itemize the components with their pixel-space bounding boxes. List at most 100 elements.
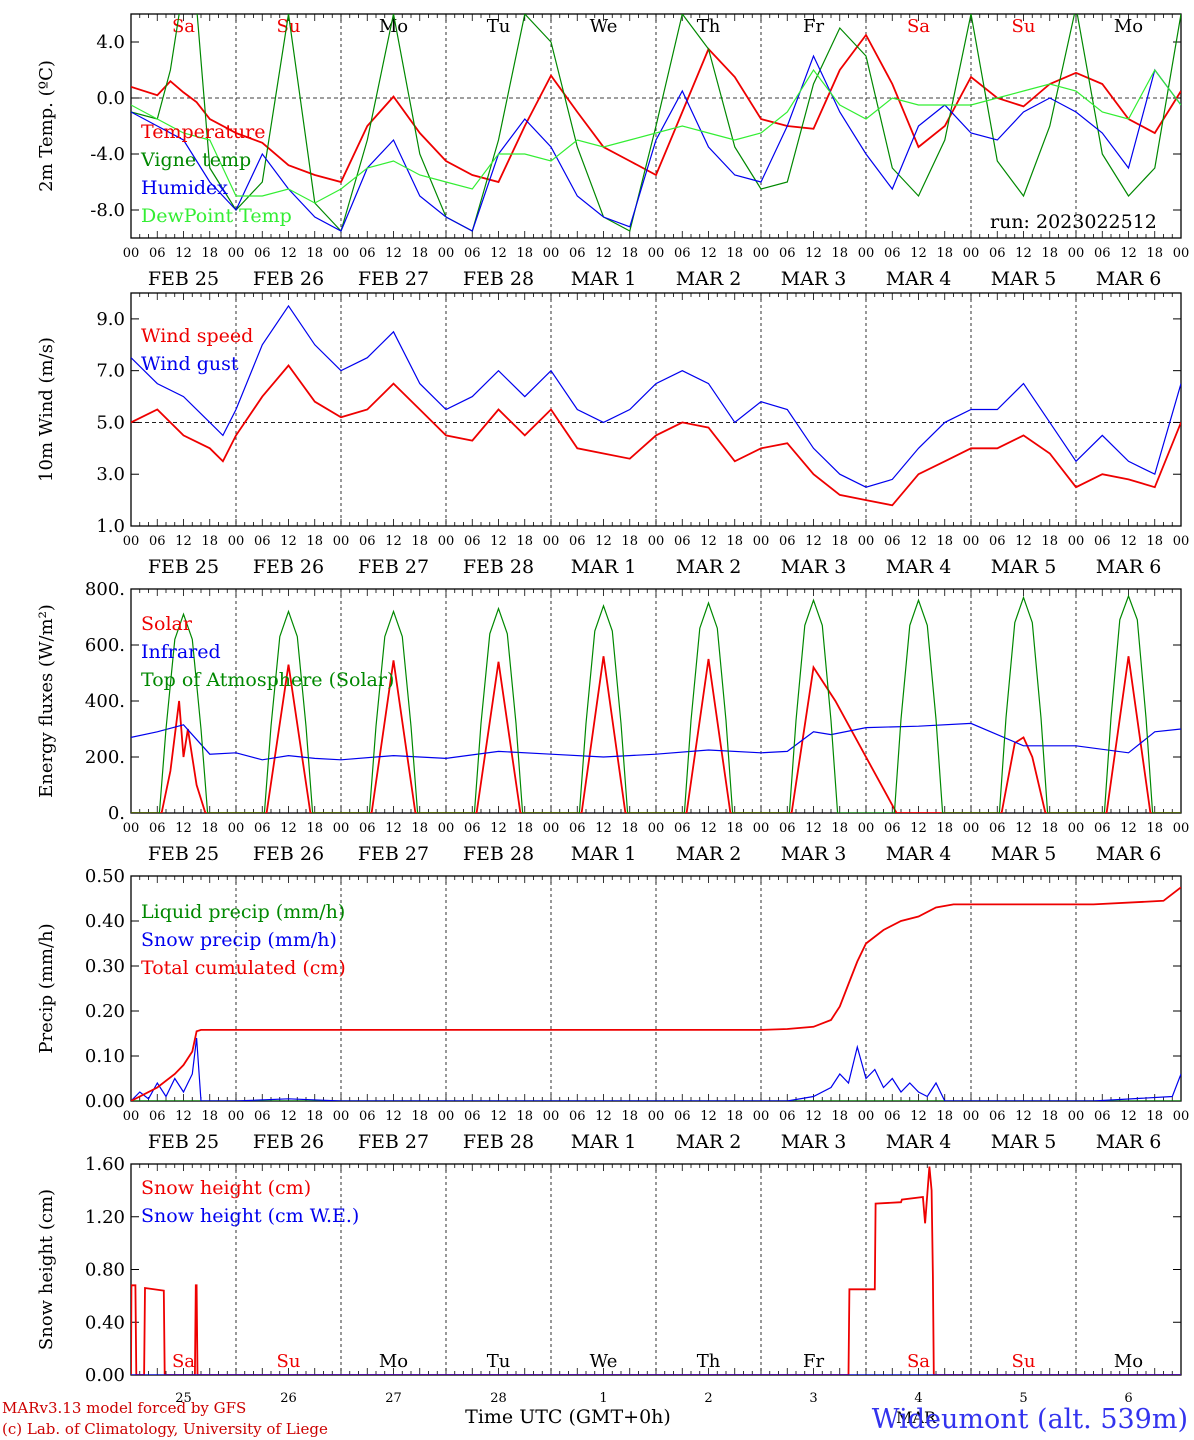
y-tick-label: 200. xyxy=(85,747,125,768)
x-date-label: FEB 27 xyxy=(358,1131,429,1153)
station-label: Wideumont (alt. 539m) xyxy=(872,1404,1188,1435)
x-hour-label: 06 xyxy=(674,1109,691,1124)
x-hour-label: 00 xyxy=(1173,534,1190,549)
x-hour-label: 18 xyxy=(726,534,743,549)
x-hour-label: 00 xyxy=(963,246,980,261)
x-date-label: FEB 25 xyxy=(148,556,219,578)
y-tick-label: 0.40 xyxy=(85,1312,125,1333)
x-hour-label: 00 xyxy=(1068,534,1085,549)
x-hour-label: 18 xyxy=(306,821,323,836)
x-hour-label: 12 xyxy=(805,821,822,836)
x-hour-label: 12 xyxy=(175,1109,192,1124)
day-of-week-label: We xyxy=(590,16,618,37)
x-date-label: FEB 26 xyxy=(253,556,324,578)
x-hour-label: 12 xyxy=(385,246,402,261)
x-hour-label: 18 xyxy=(726,821,743,836)
y-tick-label: 0.20 xyxy=(85,1001,125,1022)
legend-entry: Wind speed xyxy=(141,325,253,347)
x-hour-label: 06 xyxy=(1094,1109,1111,1124)
x-hour-label: 00 xyxy=(648,821,665,836)
x-hour-label: 12 xyxy=(385,1109,402,1124)
x-hour-label: 18 xyxy=(1041,821,1058,836)
x-hour-label: 06 xyxy=(779,1109,796,1124)
x-hour-label: 18 xyxy=(201,534,218,549)
x-hour-label: 12 xyxy=(700,1109,717,1124)
x-date-label: FEB 27 xyxy=(358,556,429,578)
x-date-label: MAR 6 xyxy=(1096,556,1162,578)
x-hour-label: 00 xyxy=(648,1109,665,1124)
x-date-label: MAR 3 xyxy=(781,268,847,290)
x-hour-label: 18 xyxy=(411,821,428,836)
x-hour-label: 12 xyxy=(490,1109,507,1124)
x-hour-label: 18 xyxy=(306,534,323,549)
panel-temp: 4.0 0.0 -4.0 -8.0 2m Temp. (ºC) 00 06 12 18 00 06 1… xyxy=(36,13,1189,290)
series-line-wind-gust xyxy=(131,304,1181,488)
y-axis-label: Snow height (cm) xyxy=(36,1189,57,1350)
day-of-week-label: Mo xyxy=(379,16,408,37)
y-tick-label: 0. xyxy=(108,803,125,824)
x-hour-label: 06 xyxy=(884,246,901,261)
x-hour-label: 06 xyxy=(254,246,271,261)
legend-entry: Humidex xyxy=(141,177,228,199)
legend-entry: Top of Atmosphere (Solar) xyxy=(141,669,394,691)
x-hour-label: 06 xyxy=(989,534,1006,549)
x-hour-label: 00 xyxy=(438,246,455,261)
x-hour-label: 00 xyxy=(753,1109,770,1124)
x-hour-label: 12 xyxy=(175,534,192,549)
x-hour-label: 12 xyxy=(280,534,297,549)
y-tick-label: 4.0 xyxy=(96,32,125,53)
x-hour-label: 00 xyxy=(858,246,875,261)
y-axis-label: Energy fluxes (W/m²) xyxy=(36,604,57,798)
x-hour-label: 12 xyxy=(700,246,717,261)
x-date-label: MAR 4 xyxy=(886,268,952,290)
x-date-label: FEB 28 xyxy=(463,268,534,290)
x-hour-label: 00 xyxy=(648,534,665,549)
x-date-label: MAR 5 xyxy=(991,1131,1057,1153)
y-tick-label: -4.0 xyxy=(90,144,125,165)
x-hour-label: 06 xyxy=(464,534,481,549)
y-tick-label: 5.0 xyxy=(96,412,125,433)
day-of-week-label: We xyxy=(590,1351,618,1372)
x-date-label: MAR 3 xyxy=(781,556,847,578)
x-hour-label: 00 xyxy=(438,1109,455,1124)
x-hour-label: 18 xyxy=(1146,821,1163,836)
legend-entry: Snow height (cm W.E.) xyxy=(141,1205,359,1227)
x-hour-label: 12 xyxy=(490,534,507,549)
x-hour-label: 06 xyxy=(149,821,166,836)
x-day-number: 5 xyxy=(1019,1391,1027,1406)
x-hour-label: 06 xyxy=(569,1109,586,1124)
x-hour-label: 00 xyxy=(753,534,770,549)
x-date-label: MAR 6 xyxy=(1096,268,1162,290)
y-tick-label: 0.50 xyxy=(85,866,125,887)
y-tick-label: 0.80 xyxy=(85,1260,125,1281)
y-tick-label: 9.0 xyxy=(96,309,125,330)
x-hour-label: 18 xyxy=(621,534,638,549)
x-date-label: MAR 2 xyxy=(676,268,742,290)
legend-entry: Solar xyxy=(141,613,193,635)
x-hour-label: 18 xyxy=(201,821,218,836)
x-hour-label: 00 xyxy=(648,246,665,261)
x-hour-label: 00 xyxy=(1173,821,1190,836)
x-hour-label: 00 xyxy=(228,821,245,836)
x-hour-label: 00 xyxy=(228,246,245,261)
x-hour-label: 12 xyxy=(385,534,402,549)
x-hour-label: 00 xyxy=(123,821,140,836)
month-label: MAR xyxy=(896,1408,937,1427)
x-hour-label: 06 xyxy=(569,821,586,836)
x-hour-label: 00 xyxy=(123,534,140,549)
day-of-week-label: Su xyxy=(1012,1351,1036,1372)
day-of-week-label: Mo xyxy=(379,1351,408,1372)
x-hour-label: 18 xyxy=(516,246,533,261)
x-hour-label: 18 xyxy=(1041,534,1058,549)
x-hour-label: 00 xyxy=(543,821,560,836)
x-hour-label: 00 xyxy=(858,534,875,549)
x-day-number: 4 xyxy=(914,1391,922,1406)
x-date-label: FEB 28 xyxy=(463,556,534,578)
footer-copyright: (c) Lab. of Climatology, University of L… xyxy=(2,1420,328,1438)
y-tick-label: 400. xyxy=(85,691,125,712)
x-hour-label: 18 xyxy=(726,246,743,261)
x-hour-label: 18 xyxy=(516,821,533,836)
x-hour-label: 18 xyxy=(411,1109,428,1124)
x-hour-label: 18 xyxy=(831,821,848,836)
x-hour-label: 12 xyxy=(280,246,297,261)
